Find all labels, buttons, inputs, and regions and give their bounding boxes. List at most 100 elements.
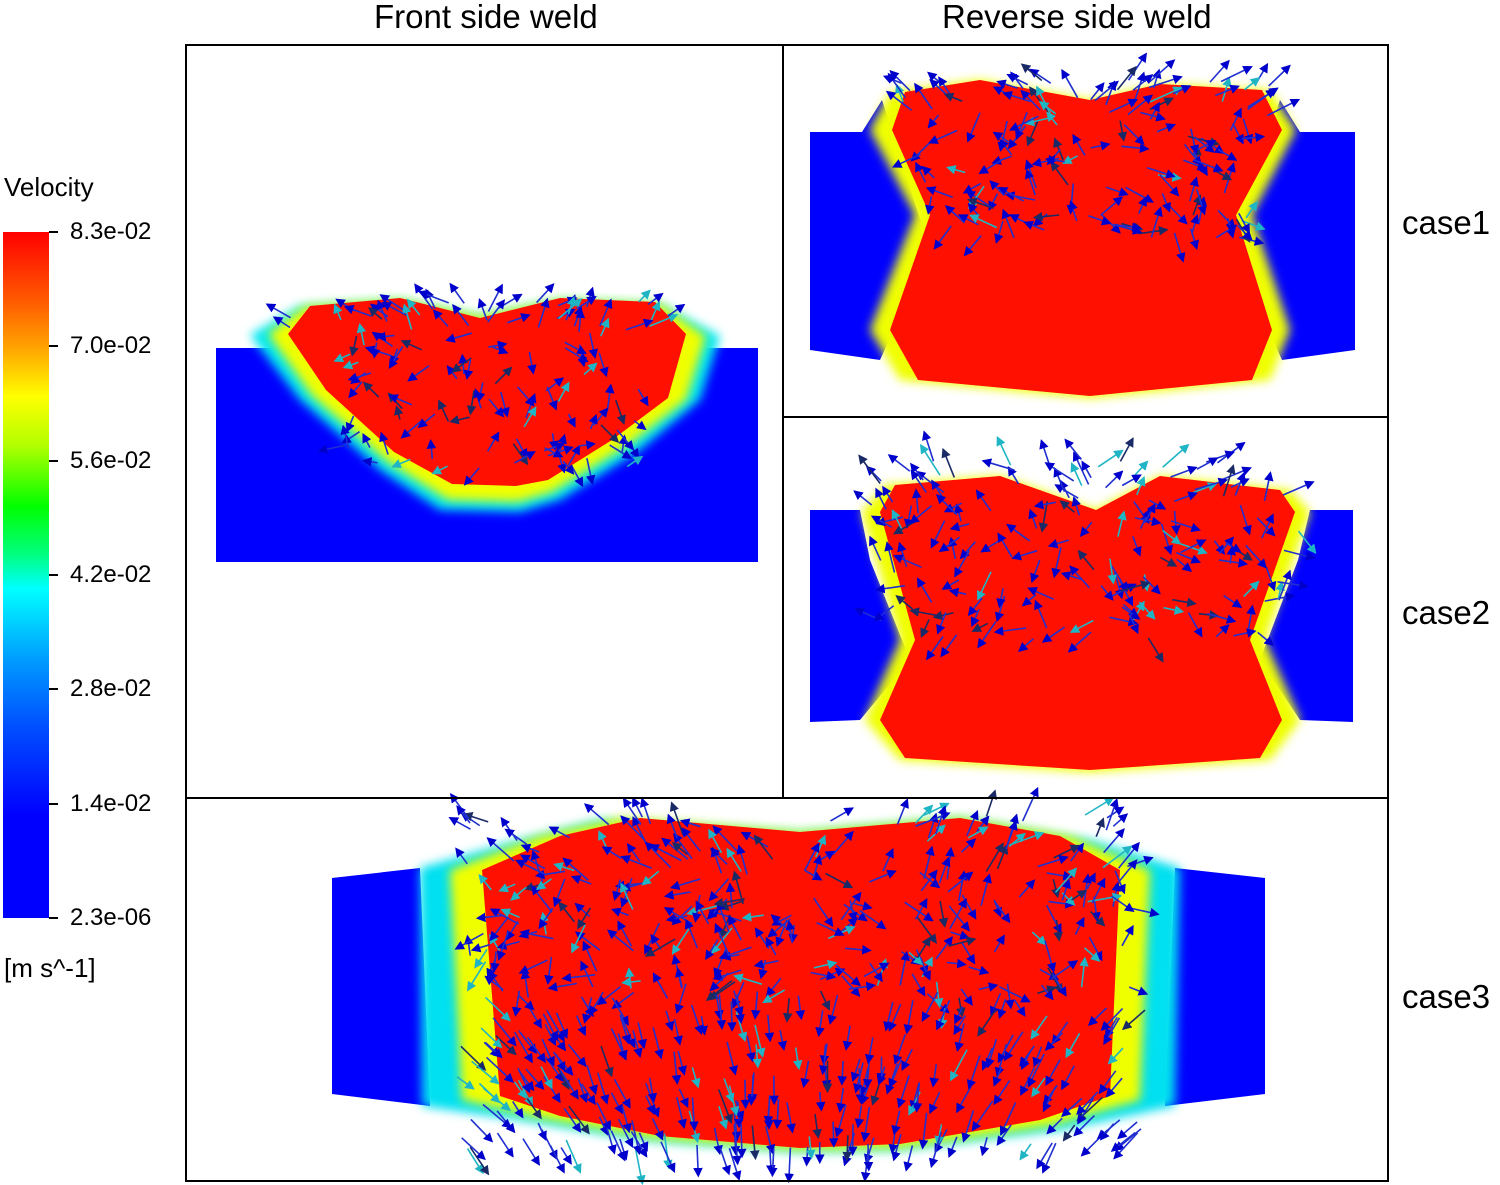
velocity-vector-arrow-icon [873,605,895,622]
velocity-vector-arrow-icon [690,1004,704,1036]
velocity-vector-arrow-icon [966,810,979,837]
velocity-vector-arrow-icon [954,1006,964,1025]
velocity-vector-arrow-icon [1160,556,1178,567]
velocity-vector-arrow-icon [555,1054,566,1072]
velocity-vector-arrow-icon [1068,200,1078,222]
velocity-vector-arrow-icon [583,803,610,826]
velocity-vector-arrow-icon [985,842,1004,872]
colorbar-tick-label: 2.3e-06 [70,904,152,931]
legend-units: [m s^-1] [4,953,96,983]
velocity-vector-arrow-icon [810,970,837,981]
velocity-vector-arrow-icon [893,1034,907,1065]
velocity-vector-arrow-icon [960,988,973,1006]
velocity-vector-arrow-icon [1032,211,1060,222]
velocity-vector-arrow-icon [621,977,641,987]
velocity-vector-arrow-icon [912,1082,923,1113]
velocity-vector-arrow-icon [870,1084,880,1106]
velocity-vector-arrow-icon [1034,599,1048,629]
velocity-vector-arrow-icon [916,577,933,603]
velocity-vector-arrow-icon [1015,112,1028,141]
velocity-vector-arrow-icon [607,929,634,952]
velocity-vector-arrow-icon [1138,196,1147,214]
velocity-vector-arrow-icon [482,1087,511,1112]
velocity-vector-arrow-icon [1096,1119,1121,1140]
velocity-vector-arrow-icon [854,901,873,911]
velocity-vector-arrow-icon [576,296,597,310]
velocity-vector-arrow-icon [1226,545,1237,564]
velocity-vector-arrow-icon [928,129,958,144]
velocity-vector-arrow-icon [577,907,592,930]
velocity-vector-arrow-icon [1059,479,1070,499]
velocity-vector-arrow-icon [544,1023,557,1046]
velocity-vector-arrow-icon [561,972,596,983]
velocity-vector-arrow-icon [815,834,827,858]
velocity-vector-arrow-icon [848,900,858,923]
velocity-vector-arrow-icon [959,541,976,560]
velocity-vector-arrow-icon [669,801,684,836]
velocity-vector-arrow-icon [1002,90,1031,103]
velocity-vector-arrow-icon [517,1067,531,1094]
velocity-vector-arrow-icon [484,975,504,991]
velocity-vector-arrow-icon [1095,817,1105,837]
velocity-vector-arrow-icon [617,920,633,947]
velocity-vector-arrow-icon [999,1102,1017,1136]
velocity-vector-arrow-icon [804,869,823,881]
velocity-vector-arrow-icon [484,996,511,1022]
velocity-vector-arrow-icon [1121,474,1142,487]
velocity-vector-arrow-icon [388,394,413,406]
velocity-vector-arrow-icon [513,1081,527,1100]
velocity-vector-arrow-icon [1171,510,1181,536]
velocity-vector-arrow-icon [749,1125,760,1161]
velocity-vector-arrow-icon [1100,585,1114,601]
colorbar-tick-mark [49,574,58,576]
velocity-vector-arrow-icon [910,462,924,481]
velocity-vector-arrow-icon [1267,98,1301,117]
velocity-vector-arrow-icon [684,919,699,949]
velocity-vector-arrow-icon [981,458,1015,471]
velocity-vector-arrow-icon [1121,606,1141,620]
velocity-vector-arrow-icon [837,1060,848,1086]
velocity-vector-arrow-icon [333,303,343,321]
velocity-vector-arrow-icon [1061,1097,1083,1118]
velocity-vector-arrow-icon [417,413,436,429]
velocity-vector-arrow-icon [1180,539,1207,554]
velocity-vector-arrow-icon [1223,594,1243,608]
velocity-vector-arrow-icon [1282,480,1315,496]
velocity-vector-arrow-icon [504,828,528,845]
velocity-vector-arrow-icon [475,912,504,923]
velocity-vector-arrow-icon [1175,551,1201,564]
velocity-vector-arrow-icon [620,855,653,869]
velocity-vector-arrow-icon [1128,613,1139,635]
velocity-vector-arrow-icon [1148,499,1167,510]
velocity-vector-arrow-icon [350,372,366,384]
velocity-vector-arrow-icon [1237,225,1253,241]
velocity-vector-arrow-icon [496,930,510,961]
velocity-vector-arrow-icon [888,1133,898,1154]
velocity-vector-arrow-icon [1245,545,1267,569]
velocity-vector-arrow-icon [1088,215,1112,226]
velocity-vector-arrow-icon [935,1000,951,1031]
velocity-vector-arrow-icon [901,1048,913,1072]
velocity-vector-arrow-icon [819,990,831,1011]
velocity-vector-arrow-icon [911,488,922,514]
velocity-vector-arrow-icon [1277,580,1309,590]
velocity-vector-arrow-icon [1061,1065,1075,1091]
velocity-vector-arrow-icon [842,1135,853,1162]
velocity-vector-arrow-icon [549,1145,565,1174]
velocity-vector-arrow-icon [1090,141,1111,151]
velocity-vector-arrow-icon [568,1105,590,1135]
velocity-vector-arrow-icon [545,377,565,392]
velocity-vector-arrow-icon [1019,1143,1032,1161]
velocity-vector-arrow-icon [451,357,472,373]
velocity-vector-arrow-icon [993,1080,1011,1106]
velocity-vector-arrow-icon [1103,828,1125,854]
velocity-vector-arrow-icon [601,846,622,860]
velocity-vector-arrow-icon [562,460,575,475]
velocity-vector-arrow-icon [997,998,1007,1020]
velocity-vector-arrow-icon [1090,910,1106,927]
velocity-vector-arrow-icon [940,634,958,658]
velocity-vector-arrow-icon [1005,820,1018,850]
velocity-vector-arrow-icon [379,431,389,455]
velocity-vector-arrow-icon [645,1095,656,1115]
velocity-vector-arrow-icon [588,332,599,359]
